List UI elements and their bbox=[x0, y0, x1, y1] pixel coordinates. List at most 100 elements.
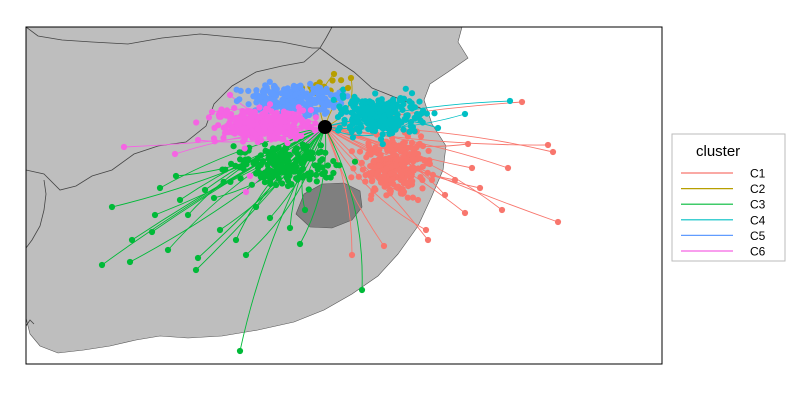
border-southwest bbox=[26, 179, 47, 249]
endpoint-c1 bbox=[350, 165, 357, 172]
endpoint-c4 bbox=[400, 101, 407, 108]
endpoint-c4 bbox=[346, 123, 353, 130]
endpoint-c6 bbox=[248, 127, 255, 134]
endpoint-c5 bbox=[279, 96, 286, 103]
endpoint-c5 bbox=[330, 102, 337, 109]
endpoint-c1 bbox=[366, 146, 373, 153]
endpoint-c3 bbox=[194, 254, 202, 262]
endpoint-c1 bbox=[397, 147, 404, 154]
endpoint-c4 bbox=[411, 104, 418, 111]
endpoint-c5 bbox=[253, 87, 260, 94]
endpoint-c1 bbox=[372, 186, 379, 193]
endpoint-c1 bbox=[368, 169, 375, 176]
endpoint-c1 bbox=[414, 196, 422, 204]
endpoint-c3 bbox=[227, 178, 234, 185]
endpoint-c1 bbox=[408, 139, 416, 146]
endpoint-c1 bbox=[393, 156, 400, 163]
endpoint-c3 bbox=[293, 175, 300, 182]
endpoint-c6 bbox=[291, 111, 298, 118]
endpoint-c5 bbox=[325, 102, 332, 109]
endpoint-c4 bbox=[330, 96, 337, 103]
endpoint-c4 bbox=[336, 124, 343, 131]
endpoint-c3 bbox=[232, 236, 240, 244]
endpoint-c4 bbox=[359, 98, 366, 105]
endpoint-c5 bbox=[289, 98, 296, 105]
legend-title: cluster bbox=[696, 143, 740, 160]
endpoint-c4 bbox=[385, 100, 392, 107]
endpoint-c3 bbox=[108, 203, 116, 211]
trajectory-c3 bbox=[299, 126, 327, 245]
endpoint-c6 bbox=[208, 108, 216, 116]
endpoint-c4 bbox=[381, 105, 388, 112]
endpoint-c4 bbox=[407, 118, 415, 126]
endpoint-c4 bbox=[431, 110, 438, 117]
endpoint-c3 bbox=[261, 141, 268, 148]
endpoint-c6 bbox=[262, 129, 269, 136]
endpoint-c6 bbox=[290, 121, 297, 128]
endpoint-c6 bbox=[226, 91, 234, 99]
endpoint-c4 bbox=[379, 141, 386, 148]
endpoint-c4 bbox=[372, 121, 379, 129]
endpoint-c5 bbox=[257, 93, 264, 101]
endpoint-c6 bbox=[211, 124, 218, 131]
endpoint-c6 bbox=[231, 105, 238, 112]
endpoint-c3 bbox=[330, 169, 337, 177]
endpoint-c3 bbox=[219, 166, 226, 173]
endpoint-c5 bbox=[283, 90, 290, 97]
endpoint-c3 bbox=[242, 251, 250, 259]
endpoint-c6 bbox=[223, 122, 231, 130]
endpoint-c3 bbox=[266, 214, 274, 222]
endpoint-c4 bbox=[348, 128, 355, 135]
legend-box bbox=[671, 133, 786, 262]
endpoint-c1 bbox=[380, 242, 388, 250]
endpoint-c6 bbox=[223, 107, 231, 114]
endpoint-c2 bbox=[330, 70, 338, 78]
endpoint-c3 bbox=[283, 151, 290, 158]
endpoint-c6 bbox=[249, 120, 256, 127]
endpoint-c3 bbox=[237, 149, 244, 156]
endpoint-c3 bbox=[148, 228, 156, 236]
endpoint-c3 bbox=[210, 194, 218, 202]
trajectory-c3 bbox=[151, 126, 326, 233]
endpoint-c1 bbox=[424, 236, 432, 244]
endpoint-c6 bbox=[312, 120, 319, 127]
endpoint-c3 bbox=[301, 206, 309, 214]
legend-label-c3: C3 bbox=[750, 198, 766, 212]
endpoint-c3 bbox=[351, 158, 359, 165]
endpoint-c6 bbox=[218, 106, 225, 113]
endpoint-c3 bbox=[336, 162, 343, 169]
endpoint-c1 bbox=[426, 160, 433, 168]
endpoint-c1 bbox=[389, 176, 396, 183]
endpoint-c3 bbox=[314, 166, 321, 173]
endpoint-c4 bbox=[378, 96, 385, 103]
endpoint-c6 bbox=[242, 188, 250, 196]
endpoint-c6 bbox=[254, 125, 262, 132]
endpoint-c4 bbox=[337, 111, 345, 118]
endpoint-c6 bbox=[272, 120, 279, 127]
endpoint-c1 bbox=[451, 176, 459, 184]
endpoint-c4 bbox=[461, 110, 469, 118]
trajectory-c3 bbox=[324, 126, 363, 291]
endpoint-c3 bbox=[280, 169, 287, 176]
endpoint-c1 bbox=[417, 174, 424, 181]
endpoint-c1 bbox=[381, 183, 388, 190]
endpoint-c1 bbox=[373, 172, 380, 179]
trajectory-c1 bbox=[324, 126, 427, 231]
legend-label-c1: C1 bbox=[750, 167, 766, 181]
endpoint-c4 bbox=[409, 124, 416, 131]
endpoint-c5 bbox=[269, 96, 276, 103]
endpoint-c3 bbox=[319, 156, 326, 163]
endpoint-c3 bbox=[286, 224, 294, 232]
endpoint-c3 bbox=[279, 180, 286, 187]
endpoint-c5 bbox=[306, 111, 313, 119]
endpoint-c3 bbox=[176, 196, 184, 204]
endpoint-c6 bbox=[194, 136, 202, 144]
endpoint-c1 bbox=[383, 192, 390, 199]
endpoint-c1 bbox=[363, 154, 370, 161]
trajectory-c4 bbox=[324, 121, 412, 137]
trajectory-c1 bbox=[324, 126, 554, 153]
endpoint-c6 bbox=[278, 135, 285, 142]
endpoint-c6 bbox=[312, 114, 319, 121]
endpoint-c5 bbox=[271, 83, 279, 91]
